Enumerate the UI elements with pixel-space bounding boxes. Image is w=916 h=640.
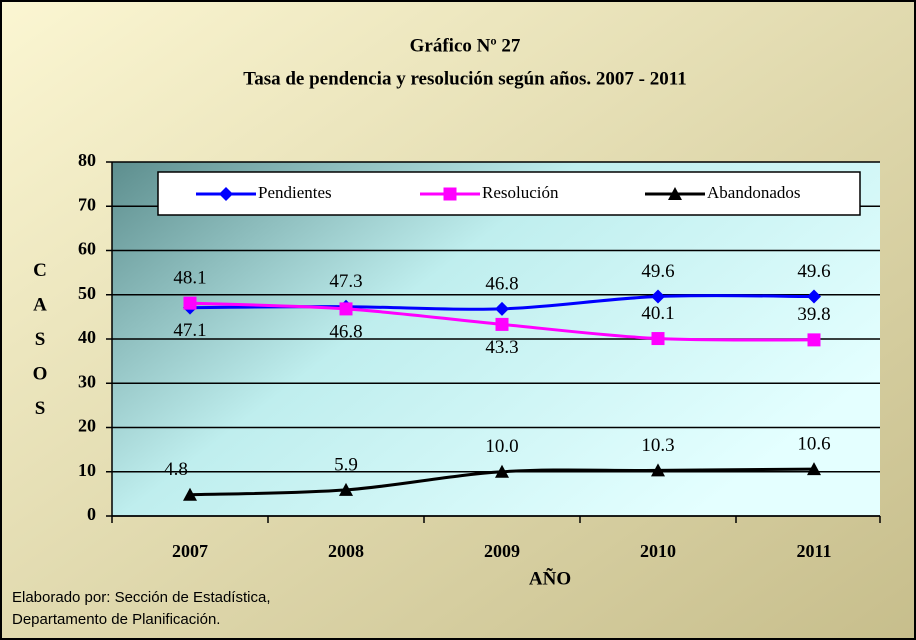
legend — [157, 171, 861, 216]
data-label: 40.1 — [641, 303, 674, 324]
x-tick-label: 2007 — [172, 541, 208, 561]
data-label: 43.3 — [485, 337, 518, 358]
data-label: 46.8 — [485, 273, 518, 294]
footnote: Departamento de Planificación. — [12, 611, 220, 628]
marker — [807, 289, 821, 304]
data-label: 4.8 — [164, 459, 188, 480]
data-label: 39.8 — [797, 304, 830, 325]
legend-label: Abandonados — [707, 183, 800, 202]
x-tick-label: 2010 — [640, 541, 676, 561]
marker — [339, 302, 353, 316]
data-label: 47.1 — [173, 320, 206, 341]
marker — [807, 462, 821, 476]
x-tick-label: 2011 — [796, 541, 831, 561]
marker — [443, 187, 457, 201]
legend-label: Resolución — [482, 183, 559, 202]
x-tick-label: 2009 — [484, 541, 520, 561]
x-tick-label: 2008 — [328, 541, 364, 561]
marker — [183, 296, 197, 310]
data-label: 46.8 — [329, 321, 362, 342]
y-tick-label: 40 — [78, 327, 96, 347]
x-axis-label: AÑO — [529, 567, 571, 589]
y-tick-label: 50 — [78, 283, 96, 303]
data-label: 10.0 — [485, 436, 518, 457]
marker — [183, 487, 197, 501]
marker — [668, 187, 682, 200]
data-label: 5.9 — [334, 454, 358, 475]
data-label: 48.1 — [173, 268, 206, 289]
marker — [495, 317, 509, 331]
marker — [495, 464, 509, 478]
data-label: 49.6 — [641, 261, 674, 282]
marker — [339, 482, 353, 496]
legend-label: Pendientes — [258, 183, 332, 202]
y-tick-label: 80 — [78, 150, 96, 170]
y-tick-label: 70 — [78, 194, 96, 214]
y-tick-label: 20 — [78, 416, 96, 436]
data-label: 10.6 — [797, 433, 830, 454]
chart-title: Gráfico Nº 27 — [410, 35, 521, 56]
marker — [651, 332, 665, 346]
data-label: 47.3 — [329, 271, 362, 292]
footnote: Elaborado por: Sección de Estadística, — [12, 589, 271, 606]
marker — [651, 463, 665, 477]
y-tick-label: 30 — [78, 371, 96, 391]
data-label: 49.6 — [797, 261, 830, 282]
marker — [495, 301, 509, 316]
marker — [651, 289, 665, 304]
y-tick-label: 60 — [78, 239, 96, 259]
chart-subtitle: Tasa de pendencia y resolución según año… — [243, 68, 686, 89]
marker — [219, 187, 233, 201]
data-label: 10.3 — [641, 435, 674, 456]
marker — [807, 333, 821, 347]
y-tick-label: 10 — [78, 460, 96, 480]
y-tick-label: 0 — [87, 504, 96, 524]
